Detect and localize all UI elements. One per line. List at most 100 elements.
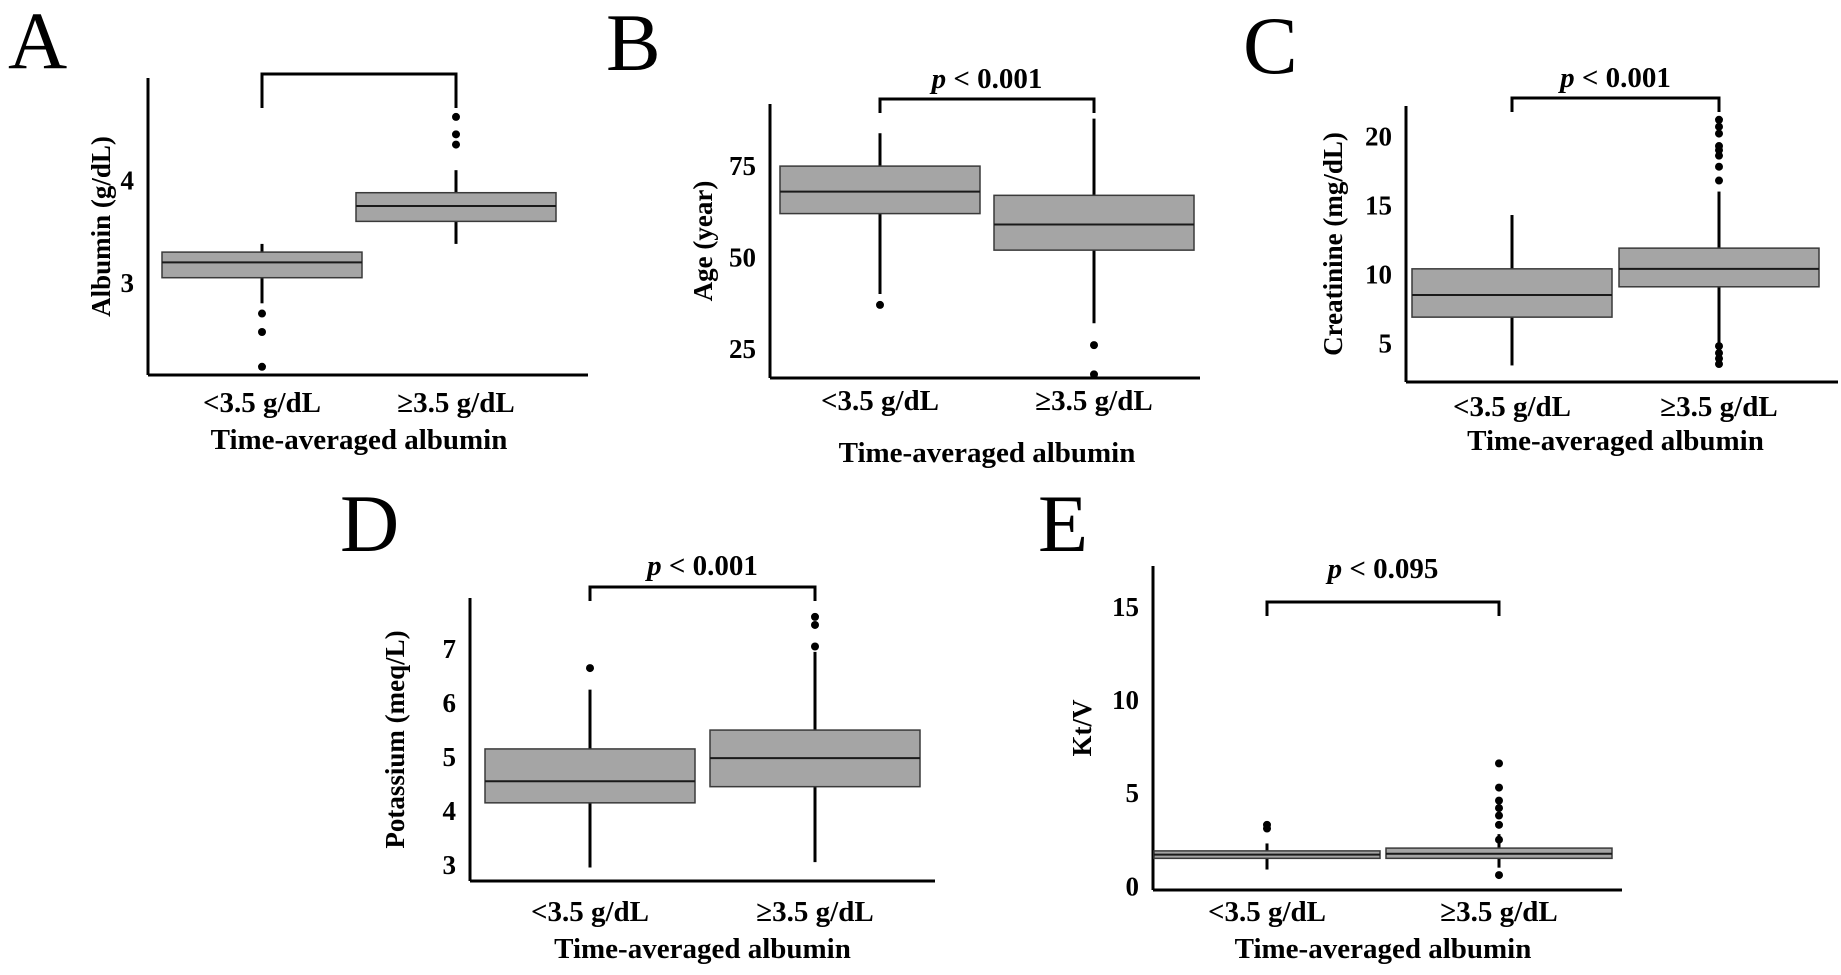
- panel-E: E 0 5 10 15 Kt/V <3.5 g/dL ≥3.5 g/dL Time-averag…: [1038, 478, 1622, 965]
- y-tick-label: 4: [443, 796, 457, 826]
- y-axis-title: Kt/V: [1067, 699, 1097, 756]
- box-high-albumin: [1618, 115, 1820, 369]
- panel-letter: D: [340, 478, 399, 569]
- outlier-point: [452, 140, 460, 149]
- y-tick-label: 50: [729, 242, 756, 272]
- p-value-label: p < 0.001: [929, 63, 1043, 95]
- y-tick-label: 10: [1112, 685, 1139, 715]
- y-tick-label: 5: [1379, 328, 1393, 358]
- outlier-point: [1715, 360, 1723, 369]
- outlier-point: [1495, 783, 1503, 792]
- outlier-point: [1495, 871, 1503, 880]
- x-category-label: ≥3.5 g/dL: [397, 387, 514, 419]
- iqr-box: [161, 251, 363, 279]
- outlier-point: [1715, 342, 1723, 351]
- panel-C: C 5 10 15 20 Creatinine (mg/dL) <3.5 g/dL ≥3.5 …: [1243, 0, 1838, 457]
- y-tick-label: 75: [729, 151, 756, 181]
- outlier-point: [876, 300, 884, 309]
- y-tick-label: 3: [443, 850, 457, 880]
- x-category-label: <3.5 g/dL: [821, 385, 939, 417]
- outlier-point: [811, 620, 819, 629]
- outlier-point: [1090, 341, 1098, 350]
- box-high-albumin: [709, 612, 921, 863]
- outlier-point: [1715, 151, 1723, 160]
- outlier-point: [1495, 835, 1503, 844]
- significance-bracket: [878, 97, 1096, 113]
- outlier-point: [1715, 115, 1723, 124]
- x-axis-title: Time-averaged albumin: [554, 933, 851, 965]
- significance-bracket: [260, 72, 458, 108]
- panel-letter: C: [1243, 0, 1298, 91]
- outlier-point: [811, 642, 819, 651]
- outlier-point: [1263, 820, 1271, 829]
- y-tick-label: 5: [443, 742, 457, 772]
- outlier-point: [1715, 142, 1723, 151]
- outlier-point: [452, 130, 460, 139]
- significance-bracket: [1510, 96, 1721, 112]
- box-low-albumin: [1153, 820, 1381, 870]
- x-category-label: ≥3.5 g/dL: [1660, 391, 1777, 423]
- y-tick-label: 25: [729, 334, 756, 364]
- panel-D: D 3 4 5 6 7 Potassium (meq/L) <3.5 g/dL ≥3.5 g/d…: [340, 478, 935, 965]
- outlier-point: [1495, 804, 1503, 813]
- x-category-label: <3.5 g/dL: [531, 896, 649, 928]
- outlier-point: [1715, 162, 1723, 171]
- iqr-box: [993, 194, 1195, 251]
- box-low-albumin: [161, 243, 363, 371]
- outlier-point: [1715, 122, 1723, 131]
- outlier-point: [258, 327, 266, 336]
- iqr-box: [355, 191, 557, 223]
- y-tick-label: 0: [1126, 871, 1140, 901]
- iqr-box: [779, 165, 981, 215]
- box-high-albumin: [993, 118, 1195, 379]
- p-value-label: p < 0.001: [1557, 62, 1671, 94]
- x-axis-title: Time-averaged albumin: [211, 424, 508, 456]
- outlier-point: [1715, 129, 1723, 138]
- x-category-label: <3.5 g/dL: [1453, 391, 1571, 423]
- x-axis-title: Time-averaged albumin: [1235, 933, 1532, 965]
- box-low-albumin: [1411, 215, 1613, 366]
- panel-B: B 25 50 75 Age (year) <3.5 g/dL ≥3.5 g/dL Time-…: [606, 0, 1200, 469]
- x-category-label: <3.5 g/dL: [1208, 896, 1326, 928]
- outlier-point: [258, 362, 266, 371]
- panel-letter: A: [8, 0, 67, 86]
- x-category-label: <3.5 g/dL: [203, 387, 321, 419]
- outlier-point: [1495, 796, 1503, 805]
- outlier-point: [1495, 811, 1503, 820]
- outlier-point: [1715, 354, 1723, 363]
- outlier-point: [258, 309, 266, 318]
- y-tick-label: 10: [1365, 259, 1392, 289]
- panel-letter: E: [1038, 478, 1088, 569]
- outlier-point: [1495, 820, 1503, 829]
- y-axis-title: Albumin (g/dL): [86, 136, 116, 317]
- y-axis-title: Creatinine (mg/dL): [1318, 132, 1348, 356]
- outlier-point: [1090, 370, 1098, 379]
- outlier-point: [1495, 759, 1503, 768]
- outlier-point: [811, 612, 819, 621]
- outlier-point: [1715, 349, 1723, 358]
- box-low-albumin: [484, 664, 696, 868]
- y-tick-label: 6: [443, 688, 457, 718]
- box-high-albumin: [1385, 759, 1613, 880]
- y-tick-label: 15: [1112, 592, 1139, 622]
- box-high-albumin: [355, 112, 557, 244]
- y-tick-label: 15: [1365, 190, 1392, 220]
- y-tick-label: 4: [121, 165, 135, 195]
- x-axis-title: Time-averaged albumin: [1467, 425, 1764, 457]
- panel-letter: B: [606, 0, 661, 88]
- y-tick-label: 3: [121, 268, 135, 298]
- y-tick-label: 7: [443, 634, 457, 664]
- y-tick-label: 5: [1126, 778, 1140, 808]
- significance-bracket: [588, 585, 817, 601]
- x-category-label: ≥3.5 g/dL: [756, 896, 873, 928]
- y-axis-title: Age (year): [688, 181, 718, 302]
- outlier-point: [452, 112, 460, 121]
- p-value-label: p < 0.001: [644, 550, 758, 582]
- outlier-point: [586, 664, 594, 673]
- x-category-label: ≥3.5 g/dL: [1440, 896, 1557, 928]
- y-tick-label: 20: [1365, 121, 1392, 151]
- x-category-label: ≥3.5 g/dL: [1035, 385, 1152, 417]
- significance-bracket: [1265, 600, 1501, 616]
